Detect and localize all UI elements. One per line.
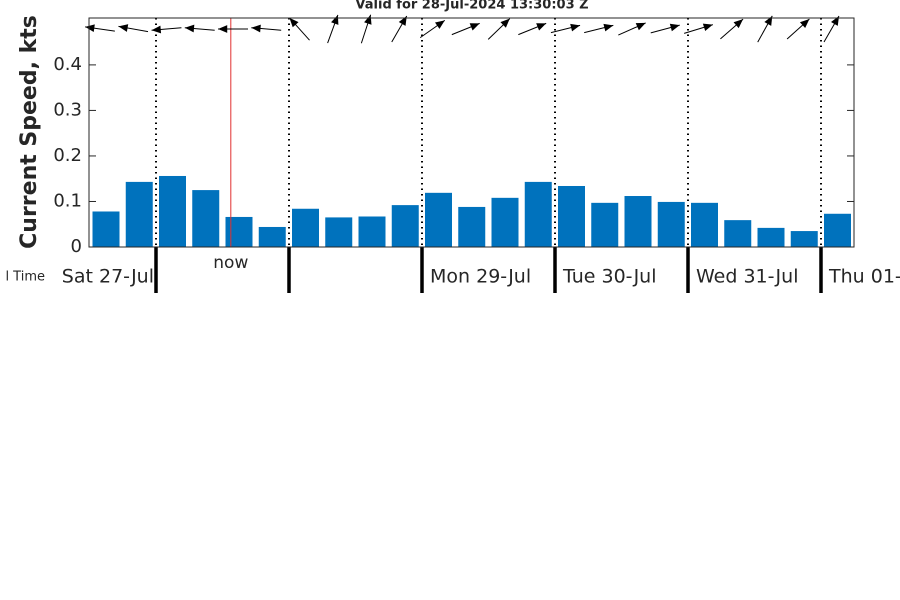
bar	[192, 190, 220, 247]
bar	[92, 211, 120, 247]
direction-arrow	[184, 24, 215, 33]
bar	[558, 185, 585, 247]
direction-arrow	[360, 14, 372, 44]
direction-arrow	[118, 24, 149, 33]
arrow-head	[500, 18, 510, 28]
arrow-head	[118, 24, 129, 32]
arrow-head	[831, 16, 839, 26]
day-label: Thu 01-Aug	[828, 266, 900, 288]
now-label: now	[213, 253, 248, 273]
direction-arrow	[218, 25, 248, 33]
bar	[757, 227, 785, 247]
arrow-head	[364, 14, 372, 25]
arrow-head	[218, 25, 228, 33]
direction-arrow	[85, 24, 115, 33]
bar	[824, 213, 851, 247]
bar	[225, 216, 253, 247]
bar	[125, 181, 153, 247]
bar	[724, 220, 752, 247]
arrow-head	[184, 24, 195, 33]
y-tick-label: 0.2	[53, 145, 82, 166]
bar	[159, 175, 186, 247]
bar	[458, 206, 486, 247]
bar	[391, 205, 419, 247]
direction-arrow	[419, 19, 446, 39]
x-axis-label: l Time	[5, 270, 45, 285]
arrow-head	[398, 16, 407, 26]
arrow-head	[331, 14, 339, 25]
bar	[591, 202, 619, 247]
day-label: Mon 29-Jul	[430, 266, 531, 288]
direction-arrow	[451, 22, 480, 36]
bar	[325, 217, 353, 247]
arrow-head	[251, 24, 261, 33]
arrow-head	[570, 23, 581, 32]
arrow-head	[669, 23, 680, 32]
direction-arrow	[720, 18, 744, 40]
bar	[524, 181, 552, 247]
arrow-head	[764, 15, 773, 26]
direction-arrow	[518, 22, 547, 36]
bar	[292, 208, 319, 247]
plot-frame	[88, 17, 855, 248]
direction-arrow	[327, 14, 339, 44]
direction-arrow	[650, 23, 680, 34]
direction-arrow	[487, 18, 511, 40]
arrow-head	[799, 18, 810, 29]
bar	[790, 231, 818, 247]
direction-arrow	[289, 17, 310, 41]
y-tick-label: 0.1	[53, 190, 82, 211]
arrow-head	[702, 23, 713, 32]
y-tick-label: 0.3	[53, 99, 82, 120]
arrow-head	[435, 20, 445, 29]
arrow-head	[85, 24, 95, 33]
direction-arrow	[618, 22, 646, 36]
direction-arrow	[823, 15, 840, 43]
direction-arrow	[684, 23, 713, 34]
direction-arrow	[151, 25, 182, 34]
arrow-head	[289, 17, 299, 28]
day-label: Wed 31-Jul	[696, 266, 798, 288]
day-label: Tue 30-Jul	[562, 266, 657, 288]
arrow-head	[536, 23, 547, 31]
arrow-head	[469, 23, 480, 31]
bar	[624, 196, 652, 247]
arrow-head	[151, 25, 162, 34]
direction-arrow	[391, 15, 408, 43]
direction-arrow	[786, 18, 810, 40]
direction-arrow	[757, 15, 773, 43]
arrow-head	[733, 19, 744, 29]
bar	[491, 197, 519, 247]
bar	[691, 202, 718, 247]
y-tick-label: 0.4	[53, 54, 82, 75]
y-axis-label: Current Speed, kts	[17, 15, 42, 249]
bar	[258, 226, 286, 247]
day-label: Sat 27-Jul	[62, 266, 154, 288]
chart-title: Valid for 28-Jul-2024 13:30:03 Z	[355, 0, 588, 13]
bar	[358, 216, 386, 247]
direction-arrow	[550, 23, 581, 34]
direction-arrow	[584, 23, 614, 34]
arrow-head	[635, 22, 646, 31]
bar	[657, 201, 685, 247]
y-tick-label: 0	[71, 236, 82, 257]
bar	[425, 192, 452, 247]
arrow-head	[603, 23, 614, 32]
direction-arrow	[251, 24, 282, 33]
